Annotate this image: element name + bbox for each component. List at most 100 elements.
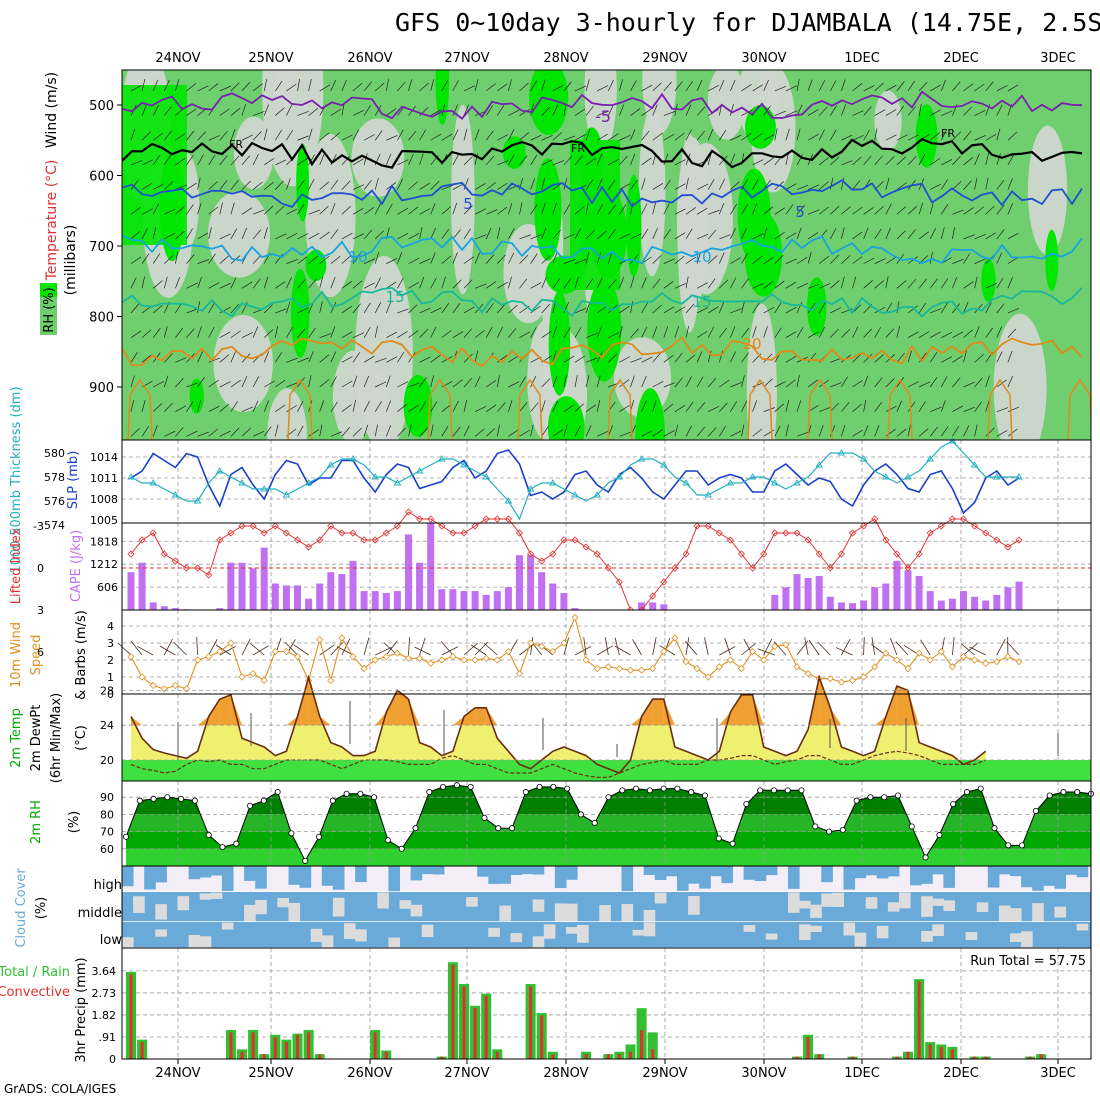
wind-barb xyxy=(619,276,624,289)
cloud-axis-title: Cloud Cover xyxy=(14,868,29,948)
wind-barb xyxy=(130,179,139,190)
precip-conv-bar xyxy=(318,1054,322,1059)
wind-barb xyxy=(408,424,412,437)
lifted-index-marker xyxy=(449,529,457,537)
wind-barb xyxy=(386,281,397,289)
isotherm-25 xyxy=(607,378,633,440)
cloud-cell-high xyxy=(499,866,511,884)
wind-barb xyxy=(841,206,851,215)
cape-bar xyxy=(471,591,479,610)
wind-axis-title: 10m Wind xyxy=(9,622,24,688)
wind-barb xyxy=(352,82,363,92)
rh-marker xyxy=(963,789,970,796)
thickness-marker xyxy=(526,485,535,492)
wind-barb xyxy=(597,85,609,92)
wind-barb xyxy=(896,230,906,240)
precip-conv-bar xyxy=(851,1056,854,1059)
wind-barb xyxy=(341,380,353,388)
cloud-cell-high xyxy=(144,866,156,890)
wind-barb xyxy=(197,326,202,338)
wind-speed-marker xyxy=(649,664,657,673)
wind-barb xyxy=(952,155,961,166)
wind-barb xyxy=(895,641,909,656)
wind-barb xyxy=(130,160,143,166)
wind-barb xyxy=(430,252,436,264)
wind-barb xyxy=(352,208,364,215)
cloud-label-low: low xyxy=(100,933,123,948)
wind-barb xyxy=(996,104,1003,116)
cloud-cell-high xyxy=(721,866,733,884)
contour-label-5: 5 xyxy=(463,195,473,213)
wind-barb xyxy=(275,281,286,289)
wind-speed-marker xyxy=(682,658,690,666)
rh-band xyxy=(126,848,1091,866)
wind-barb xyxy=(175,327,183,338)
wind-barb xyxy=(585,230,595,240)
rh-marker xyxy=(315,833,322,840)
wind-barb xyxy=(874,155,883,166)
wind-barb xyxy=(807,379,818,388)
thickness-line xyxy=(130,440,1019,521)
wind-speed-marker xyxy=(460,656,468,664)
rh-marker xyxy=(219,844,226,851)
date-label-bottom: 29NOV xyxy=(642,1066,687,1081)
lifted-index-marker xyxy=(205,571,213,579)
wind-barb xyxy=(173,641,187,656)
wind-barb xyxy=(363,375,370,388)
wind-barb xyxy=(896,301,900,314)
wind-barb xyxy=(619,404,630,412)
wind-barb xyxy=(352,280,363,289)
wind-barb xyxy=(996,153,1001,166)
pressure-tick-label: 800 xyxy=(89,311,114,326)
wind-barb xyxy=(763,326,768,338)
precip-conv-bar xyxy=(484,996,488,1059)
rh-marker xyxy=(481,814,488,821)
cloud-cell-high xyxy=(1054,866,1066,889)
wind-barb xyxy=(341,79,347,92)
wind-barb xyxy=(918,231,929,240)
wind-barb xyxy=(153,183,164,190)
wind-tick-label: 3 xyxy=(107,637,114,650)
wind-barb xyxy=(730,103,734,116)
rh-marker xyxy=(1046,792,1053,799)
precip-conv-bar xyxy=(895,1056,899,1059)
wind-barb xyxy=(352,158,364,166)
wind-barb xyxy=(752,326,757,338)
wind-barb xyxy=(663,111,676,116)
wind-barb xyxy=(130,427,141,437)
wind-barb xyxy=(374,177,379,190)
wind-barb xyxy=(885,378,895,388)
cloud-cell-middle xyxy=(399,900,412,909)
wind-barb xyxy=(952,227,955,240)
cape-bar xyxy=(571,608,579,610)
lifted-index-marker xyxy=(238,522,246,530)
wind-barb xyxy=(483,642,498,656)
wind-barb xyxy=(707,255,718,264)
wind-speed-marker xyxy=(493,656,501,664)
cloud-cell-middle xyxy=(277,897,289,908)
wind-barb xyxy=(674,424,679,437)
wind-barb xyxy=(463,328,473,338)
wind-barb xyxy=(452,331,464,338)
wind-barb xyxy=(130,230,141,240)
wind-barb xyxy=(585,179,594,190)
wind-barb xyxy=(885,428,896,437)
wind-barb xyxy=(741,400,748,412)
wind-barb xyxy=(230,303,240,314)
lifted-index-marker xyxy=(393,522,401,530)
wind-barb xyxy=(552,429,563,437)
wind-barb xyxy=(530,154,538,166)
wind-barb xyxy=(663,326,669,338)
wind-barb xyxy=(930,84,941,92)
wind-barb xyxy=(141,276,145,289)
wind-barb xyxy=(619,431,631,437)
wind-barb xyxy=(508,228,515,240)
wind-speed-marker xyxy=(538,642,546,650)
wind-barb xyxy=(215,644,232,656)
wind-barb xyxy=(230,351,236,363)
wind-barb xyxy=(219,403,230,412)
wind-barb xyxy=(241,332,253,338)
rh-moist-patch xyxy=(403,375,433,437)
wind-barb xyxy=(430,277,437,289)
wind-barb xyxy=(175,251,179,264)
